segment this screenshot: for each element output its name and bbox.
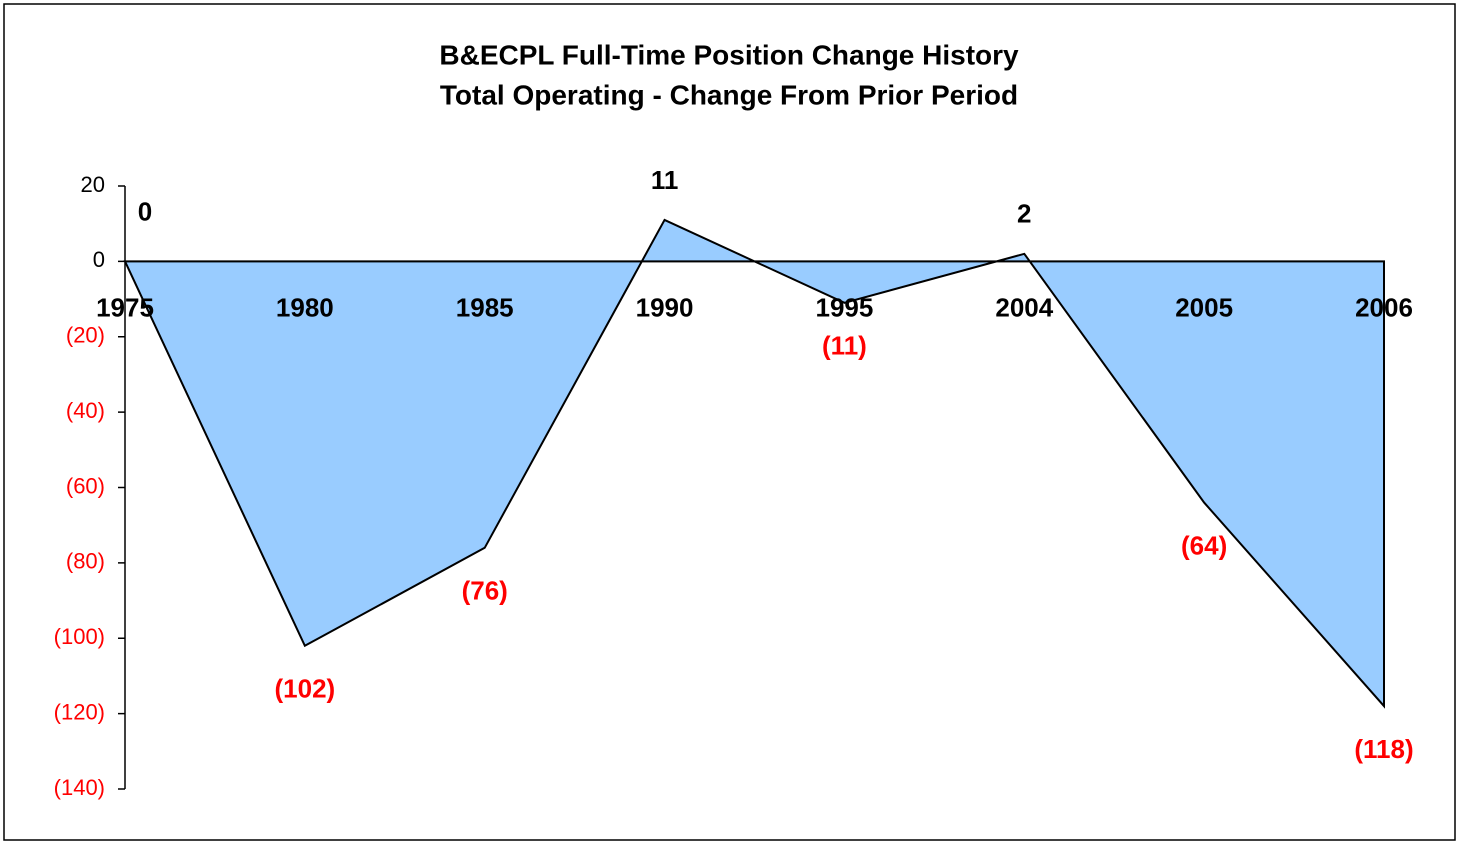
data-label: (118) — [1354, 734, 1413, 764]
x-tick-label: 2004 — [995, 292, 1053, 322]
x-tick-label: 2005 — [1175, 292, 1233, 322]
x-tick-label: 1985 — [456, 292, 514, 322]
data-label: (64) — [1181, 530, 1227, 560]
y-tick-label: 20 — [81, 172, 105, 197]
x-tick-label: 2006 — [1355, 292, 1413, 322]
area — [123, 218, 1385, 709]
data-label: (11) — [822, 331, 867, 361]
x-tick-label: 1975 — [96, 292, 154, 322]
data-label: (102) — [275, 674, 336, 704]
x-tick-label: 1995 — [816, 292, 874, 322]
y-tick-label: (120) — [54, 699, 105, 724]
y-tick-label: (80) — [66, 549, 105, 574]
x-tick-label: 1990 — [636, 292, 694, 322]
chart-title: B&ECPL Full-Time Position Change History — [439, 39, 1019, 70]
y-tick-label: (40) — [66, 398, 105, 423]
y-tick-label: (60) — [66, 473, 105, 498]
chart-subtitle: Total Operating - Change From Prior Peri… — [440, 79, 1018, 110]
y-tick-label: (140) — [54, 775, 105, 800]
y-tick-label: (100) — [54, 624, 105, 649]
y-tick-label: 0 — [93, 247, 105, 272]
x-tick-label: 1980 — [276, 292, 334, 322]
data-label: 2 — [1017, 199, 1031, 229]
y-tick-label: (20) — [66, 323, 105, 348]
data-label: 11 — [651, 165, 679, 195]
data-label: (76) — [462, 576, 508, 606]
data-label: 0 — [138, 196, 152, 226]
